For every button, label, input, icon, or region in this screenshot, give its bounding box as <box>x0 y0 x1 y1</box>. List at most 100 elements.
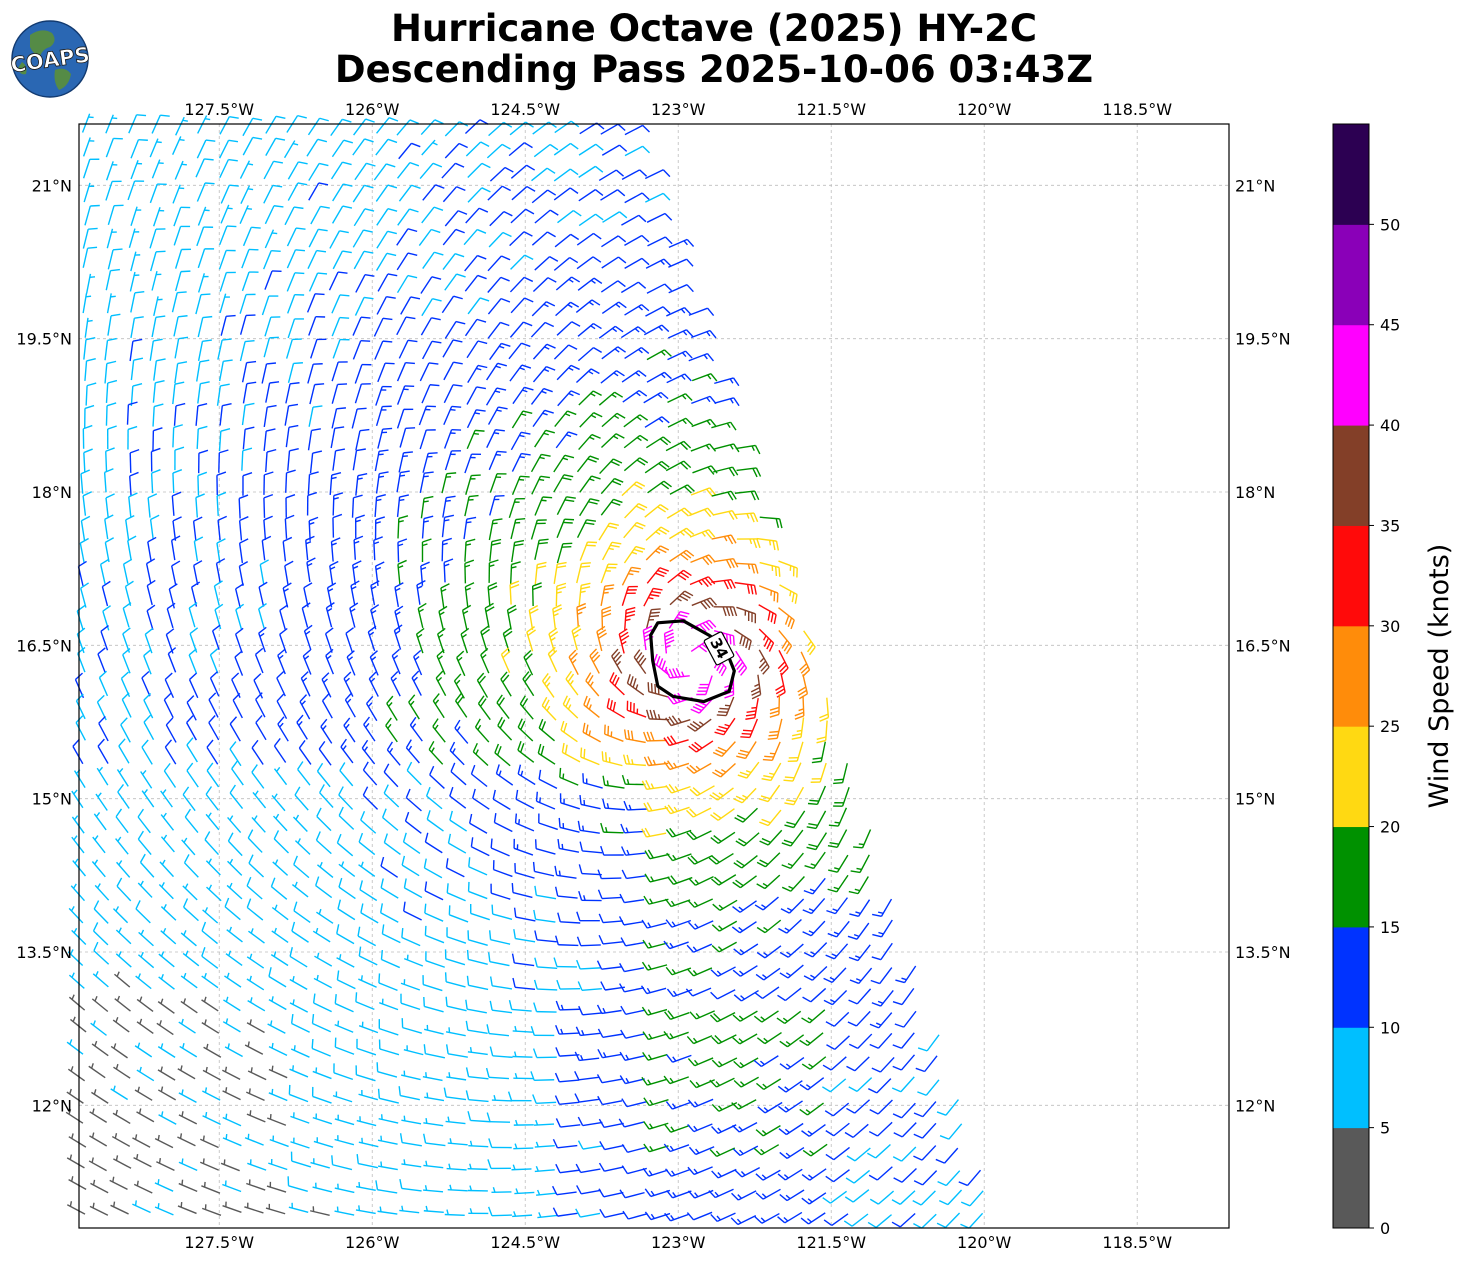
wind-barb <box>321 672 332 698</box>
wind-barb <box>562 695 579 719</box>
wind-barb <box>894 1010 917 1028</box>
wind-barb <box>445 1116 466 1125</box>
wind-barb <box>219 158 238 178</box>
wind-barb <box>548 627 559 654</box>
wind-barb <box>271 904 289 921</box>
wind-barb <box>691 418 717 428</box>
wind-barb <box>869 1099 893 1115</box>
wind-barb <box>90 1179 109 1194</box>
wind-barb <box>450 762 467 786</box>
wind-barb <box>557 390 581 407</box>
wind-barb <box>601 346 626 360</box>
colorbar-bin <box>1333 1027 1369 1129</box>
wind-barb <box>714 397 740 407</box>
wind-barb <box>783 762 802 782</box>
wind-barb <box>470 837 490 857</box>
wind-barb <box>806 810 827 830</box>
wind-barb <box>666 852 692 862</box>
wind-barb <box>311 1038 331 1057</box>
wind-barb <box>609 672 625 696</box>
wind-barb <box>276 670 286 697</box>
wind-barb <box>115 808 129 834</box>
wind-barb <box>781 876 805 892</box>
wind-barb <box>422 184 445 201</box>
wind-barb <box>491 1094 512 1102</box>
wind-barb <box>913 1122 937 1139</box>
chart-title-line2: Descending Pass 2025-10-06 03:43Z <box>335 48 1093 91</box>
wind-barb <box>465 1067 489 1080</box>
wind-barb <box>211 624 221 650</box>
wind-barb <box>126 401 138 425</box>
wind-barb <box>151 159 164 179</box>
wind-barb <box>150 447 161 472</box>
wind-barb <box>489 1000 513 1014</box>
wind-barb <box>242 136 263 156</box>
wind-barb <box>488 1138 512 1149</box>
wind-barb <box>664 804 690 815</box>
wind-barb <box>423 996 444 1013</box>
wind-barb <box>358 861 376 877</box>
wind-barb <box>375 405 392 426</box>
wind-barb <box>112 1017 130 1033</box>
wind-barb <box>534 1166 555 1173</box>
wind-barb <box>276 693 288 720</box>
wind-barb <box>374 340 393 360</box>
wind-barb <box>464 318 487 337</box>
wind-barb <box>621 169 648 180</box>
wind-barb <box>714 717 736 736</box>
wind-barb <box>202 1087 221 1101</box>
wind-barb <box>621 1143 648 1153</box>
wind-barb <box>429 765 445 789</box>
wind-barb <box>474 718 490 743</box>
wind-barb <box>756 945 782 959</box>
wind-barb <box>442 186 466 203</box>
wind-barb <box>624 606 636 630</box>
wind-barb <box>669 484 695 495</box>
wind-barb <box>487 1159 511 1170</box>
wind-barb <box>601 144 628 156</box>
wind-barb <box>419 429 436 450</box>
wind-barb <box>868 1078 892 1094</box>
wind-barb <box>555 431 578 449</box>
wind-barb <box>360 903 379 924</box>
wind-barb <box>624 124 650 136</box>
wind-barb <box>423 1118 444 1127</box>
wind-barb <box>444 1209 465 1217</box>
wind-barb <box>116 860 131 878</box>
wind-barb <box>330 118 352 137</box>
wind-barb <box>172 469 183 494</box>
wind-barb <box>530 453 551 473</box>
wind-barb <box>82 227 98 249</box>
wind-barb <box>779 1057 805 1070</box>
wind-barb <box>288 1202 309 1213</box>
wind-barb <box>80 515 91 541</box>
wind-barb <box>251 815 266 833</box>
wind-barb <box>554 1072 580 1083</box>
wind-barb <box>733 989 759 1002</box>
wind-barb <box>205 786 219 811</box>
wind-barb <box>354 296 374 316</box>
wind-barb <box>621 566 641 586</box>
wind-barb <box>578 582 591 606</box>
wind-barb <box>509 364 532 382</box>
wind-barb <box>487 297 511 315</box>
wind-barb <box>526 626 537 652</box>
wind-barb <box>234 650 244 676</box>
wind-barb <box>104 514 114 540</box>
wind-barb <box>312 927 331 943</box>
wind-barb <box>352 138 374 156</box>
wind-barb <box>172 381 185 405</box>
wind-barb <box>530 387 553 405</box>
wind-barb <box>552 1138 578 1149</box>
wind-barb <box>668 258 694 268</box>
wind-barb <box>533 143 559 158</box>
wind-barb <box>689 529 716 539</box>
wind-barb <box>353 535 364 560</box>
wind-barb <box>115 927 132 945</box>
wind-barb <box>531 231 556 246</box>
wind-barb <box>598 934 624 945</box>
wind-barb <box>467 1185 488 1192</box>
wind-barb <box>664 1212 690 1222</box>
wind-barb <box>268 996 287 1011</box>
wind-barb <box>509 321 533 338</box>
